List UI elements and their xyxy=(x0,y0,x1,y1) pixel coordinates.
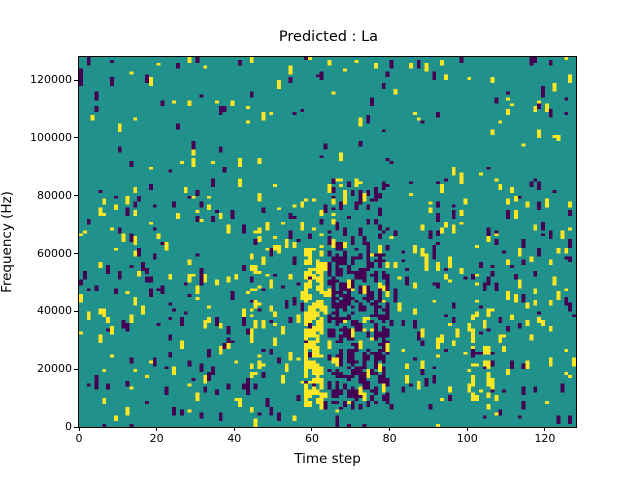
y-tick-label: 120000 xyxy=(30,73,72,87)
x-axis-label: Time step xyxy=(294,451,361,467)
x-tick-label: 40 xyxy=(227,432,242,445)
y-tick-mark xyxy=(74,310,78,312)
y-tick-label: 80000 xyxy=(37,188,72,202)
x-tick-label: 100 xyxy=(456,432,478,445)
x-tick-label: 20 xyxy=(149,432,164,445)
x-tick-mark xyxy=(389,427,391,431)
y-tick-mark xyxy=(74,426,78,428)
plot-area xyxy=(78,56,577,428)
x-tick-mark xyxy=(233,427,235,431)
x-tick-mark xyxy=(544,427,546,431)
y-tick-mark xyxy=(74,253,78,255)
x-tick-mark xyxy=(311,427,313,431)
y-tick-mark xyxy=(74,195,78,197)
y-tick-label: 100000 xyxy=(30,130,72,144)
heatmap-canvas xyxy=(79,57,576,427)
y-tick-label: 0 xyxy=(65,420,72,433)
x-tick-label: 120 xyxy=(534,432,556,445)
y-axis-label: Frequency (Hz) xyxy=(0,191,15,293)
y-tick-mark xyxy=(74,79,78,81)
x-tick-mark xyxy=(156,427,158,431)
x-tick-label: 60 xyxy=(304,432,319,445)
x-tick-mark xyxy=(78,427,80,431)
y-tick-mark xyxy=(74,368,78,370)
x-tick-mark xyxy=(466,427,468,431)
y-tick-mark xyxy=(74,137,78,139)
y-tick-label: 60000 xyxy=(37,246,72,260)
x-tick-label: 0 xyxy=(75,432,83,445)
y-tick-label: 40000 xyxy=(37,304,72,318)
chart-title: Predicted : La xyxy=(278,29,379,45)
y-tick-label: 20000 xyxy=(37,362,72,376)
x-tick-label: 80 xyxy=(382,432,397,445)
